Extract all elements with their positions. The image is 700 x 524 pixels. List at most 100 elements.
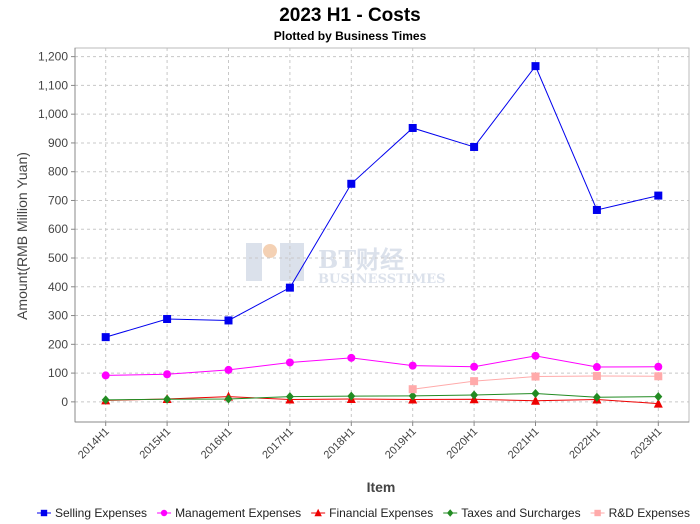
legend-label: Management Expenses xyxy=(175,506,301,520)
series-4 xyxy=(101,389,663,405)
data-point xyxy=(470,142,479,151)
watermark-cn: BT财经 xyxy=(318,245,404,274)
legend-marker xyxy=(594,509,601,517)
y-tick-label: 500 xyxy=(48,251,68,265)
y-tick-label: 300 xyxy=(48,309,68,323)
data-point xyxy=(224,365,233,374)
legend-item: Selling Expenses xyxy=(37,506,147,520)
data-point xyxy=(408,385,417,394)
y-tick-label: 1,200 xyxy=(38,50,68,64)
data-point xyxy=(592,371,601,380)
legend-label: Selling Expenses xyxy=(55,506,147,520)
legend-label: R&D Expenses xyxy=(609,506,690,520)
legend-marker xyxy=(314,508,322,517)
data-point xyxy=(408,123,417,132)
x-tick-label: 2017H1 xyxy=(260,426,296,462)
data-point xyxy=(654,362,663,371)
data-point xyxy=(531,395,540,405)
data-point xyxy=(592,205,601,214)
x-tick-label: 2021H1 xyxy=(506,426,542,462)
data-point xyxy=(654,372,663,381)
data-point xyxy=(653,398,663,408)
legend-item: Management Expenses xyxy=(157,506,301,520)
data-point xyxy=(285,283,294,292)
x-tick-label: 2014H1 xyxy=(76,426,112,462)
data-point xyxy=(101,395,110,405)
x-tick-label: 2020H1 xyxy=(444,426,480,462)
x-tick-label: 2023H1 xyxy=(629,426,665,462)
data-point xyxy=(224,394,233,404)
y-tick-label: 1,000 xyxy=(38,107,68,121)
grid xyxy=(75,48,689,422)
series-1 xyxy=(101,62,663,342)
legend-item: R&D Expenses xyxy=(590,506,690,520)
data-point xyxy=(224,316,233,325)
y-tick-label: 400 xyxy=(48,280,68,294)
x-tick-label: 2022H1 xyxy=(567,426,603,462)
data-point xyxy=(163,370,172,379)
watermark-logo-bar xyxy=(246,243,262,281)
data-point xyxy=(408,391,417,401)
legend-marker xyxy=(160,509,168,517)
series-line xyxy=(105,393,659,401)
legend-label: Financial Expenses xyxy=(329,506,433,520)
data-point xyxy=(470,377,479,386)
legend-marker xyxy=(447,509,454,517)
series-line xyxy=(105,355,659,376)
series-line xyxy=(105,396,659,405)
series-2 xyxy=(101,351,663,380)
data-point xyxy=(285,392,294,402)
data-point xyxy=(347,391,356,401)
data-point xyxy=(531,351,540,360)
y-tick-label: 1,100 xyxy=(38,78,68,92)
watermark-logo-dot xyxy=(263,244,277,258)
y-axis-label: Amount(RMB Million Yuan) xyxy=(14,152,30,320)
y-tick-label: 200 xyxy=(48,337,68,351)
data-point xyxy=(470,362,479,371)
axes xyxy=(74,47,690,423)
data-point xyxy=(408,361,417,370)
data-point xyxy=(470,390,479,400)
y-tick-label: 100 xyxy=(48,366,68,380)
x-tick-label: 2016H1 xyxy=(199,426,235,462)
data-point xyxy=(531,372,540,381)
x-tick-label: 2018H1 xyxy=(322,426,358,462)
watermark-logo-block xyxy=(280,243,304,281)
y-tick-label: 700 xyxy=(48,193,68,207)
watermark: BT财经 BUSINESSTIMES xyxy=(246,243,446,287)
data-point xyxy=(531,62,540,71)
data-point xyxy=(163,394,172,404)
y-tick-label: 600 xyxy=(48,222,68,236)
data-point xyxy=(654,191,663,200)
data-point xyxy=(101,333,110,342)
y-tick-label: 800 xyxy=(48,165,68,179)
data-point xyxy=(347,179,356,188)
chart-subtitle: Plotted by Business Times xyxy=(274,29,427,43)
series xyxy=(101,62,663,408)
data-point xyxy=(347,353,356,362)
y-tick-label: 0 xyxy=(61,395,68,409)
data-point xyxy=(163,315,172,324)
x-tick-label: 2015H1 xyxy=(137,426,173,462)
x-axis-ticks: 2014H1 2015H1 2016H1 2017H1 2018H1 2019H1 2020… xyxy=(76,422,664,461)
legend-item: Financial Expenses xyxy=(311,506,433,520)
y-tick-label: 900 xyxy=(48,136,68,150)
legend: Selling Expenses Management Expenses Finan… xyxy=(37,506,690,520)
x-axis-label: Item xyxy=(367,479,396,495)
data-point xyxy=(592,363,601,372)
chart-title: 2023 H1 - Costs xyxy=(279,5,421,26)
data-point xyxy=(285,358,294,367)
y-axis-ticks: 0 100 200 300 400 500 600 700 800 900 1,000 1,100 1,… xyxy=(38,50,75,409)
data-point xyxy=(531,389,540,399)
x-tick-label: 2019H1 xyxy=(383,426,419,462)
legend-label: Taxes and Surcharges xyxy=(461,506,580,520)
series-line xyxy=(105,65,659,338)
series-5 xyxy=(408,371,663,394)
legend-marker xyxy=(40,509,48,517)
watermark-en: BUSINESSTIMES xyxy=(318,272,446,287)
data-point xyxy=(654,392,663,402)
data-point xyxy=(101,371,110,380)
legend-item: Taxes and Surcharges xyxy=(443,506,581,520)
data-point xyxy=(592,392,601,402)
